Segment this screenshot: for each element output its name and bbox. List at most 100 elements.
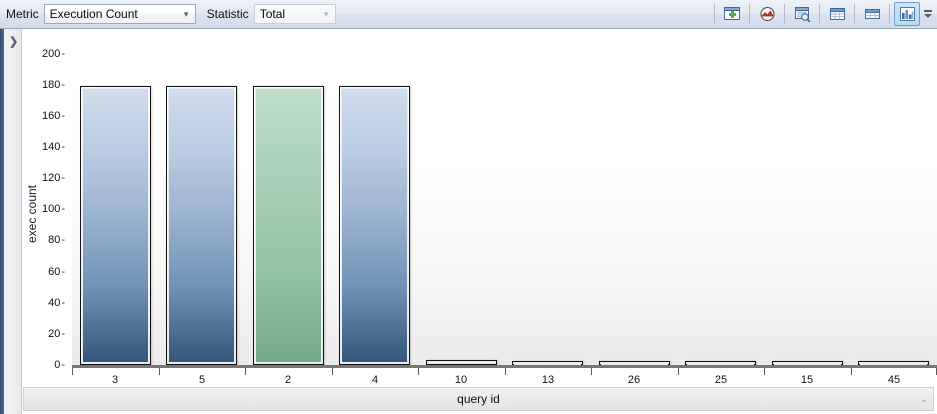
y-tick-value: 120 xyxy=(41,172,61,185)
x-tick-mark xyxy=(159,368,160,375)
y-tick-label: 180- xyxy=(42,79,65,91)
y-tick-value: 140 xyxy=(41,141,61,153)
x-axis-ticks: 3 5 2 4 10 13 26 25 15 45 xyxy=(72,365,937,389)
y-tick-label: 140- xyxy=(42,141,65,153)
y-tick-mark: - xyxy=(61,327,65,340)
y-tick-mark: - xyxy=(61,141,65,153)
toolbar-divider xyxy=(819,4,820,24)
y-tick-value: 180 xyxy=(41,78,61,91)
x-tick-label: 25 xyxy=(714,374,728,386)
metric-label: Metric xyxy=(6,7,39,21)
chart-bar-fill xyxy=(774,363,841,365)
chart-bar[interactable] xyxy=(80,86,151,365)
y-tick-label: 80- xyxy=(48,234,65,246)
chevron-down-icon: ▾ xyxy=(323,9,329,19)
x-axis-title-bar[interactable]: query id ⌄ xyxy=(23,387,934,411)
toolbar-divider xyxy=(889,4,890,24)
y-tick-mark: - xyxy=(61,203,65,216)
metric-select-value: Execution Count xyxy=(49,7,138,21)
y-tick-label: 40- xyxy=(48,297,65,309)
x-tick-label: 2 xyxy=(284,374,292,386)
left-panel-expander[interactable]: ❯ xyxy=(4,29,22,385)
toolbar-button-group xyxy=(711,2,937,26)
y-tick-label: 60- xyxy=(48,266,65,278)
statistic-select-value: Total xyxy=(259,7,286,21)
x-tick-label: 13 xyxy=(541,374,555,386)
y-axis-ticks: 0- 20- 40- 60- 80- 100- 120- 140- 160- 180- 200- xyxy=(35,29,71,385)
statistic-select[interactable]: Total ▾ xyxy=(253,4,336,24)
metric-select[interactable]: Execution Count ▾ xyxy=(43,4,196,24)
y-tick-label: 0- xyxy=(54,359,65,371)
chart-bar[interactable] xyxy=(339,86,410,365)
toolbar-overflow-button[interactable] xyxy=(921,2,935,26)
bar-chart-icon xyxy=(899,7,915,21)
compass-icon xyxy=(760,7,774,21)
x-tick-label: 4 xyxy=(371,374,379,386)
y-tick-mark: - xyxy=(61,109,65,122)
x-tick-mark xyxy=(505,368,506,375)
chart-bar[interactable] xyxy=(685,361,756,365)
chart-bar-fill xyxy=(860,363,927,365)
y-tick-value: 160 xyxy=(41,109,61,122)
x-tick-label: 15 xyxy=(800,374,814,386)
overflow-bar-icon xyxy=(924,10,932,12)
y-tick-mark: - xyxy=(61,265,65,278)
x-tick-mark xyxy=(591,368,592,375)
x-tick-label: 3 xyxy=(111,374,119,386)
y-tick-label: 20- xyxy=(48,328,65,340)
y-tick-label: 160- xyxy=(42,110,65,122)
window-left-edge xyxy=(0,29,4,414)
toolbar-divider xyxy=(784,4,785,24)
y-tick-mark: - xyxy=(61,78,65,91)
chart-bar-fill xyxy=(601,363,668,365)
x-tick-mark xyxy=(245,368,246,375)
y-tick-value: 60 xyxy=(48,265,61,278)
bar-chart: exec count 0- 20- 40- 60- 80- 100- 120- 140- 160… xyxy=(23,29,937,386)
toolbar-divider xyxy=(714,4,715,24)
left-panel-expander-footer xyxy=(4,385,22,414)
x-tick-mark xyxy=(418,368,419,375)
plot-area xyxy=(72,38,937,365)
y-tick-mark: - xyxy=(61,47,65,60)
chart-bar[interactable] xyxy=(858,361,929,365)
x-tick-mark xyxy=(678,368,679,375)
chart-bar[interactable] xyxy=(426,360,497,365)
x-axis-title-text: query id xyxy=(457,392,500,406)
chart-bar[interactable] xyxy=(772,361,843,365)
x-tick-label: 10 xyxy=(454,374,468,386)
chart-toolbar: Metric Execution Count ▾ Statistic Total… xyxy=(0,0,937,29)
x-tick-mark xyxy=(851,368,852,375)
detach-grid-icon-button[interactable] xyxy=(789,2,815,26)
chart-bar-fill xyxy=(82,88,149,363)
y-tick-value: 100 xyxy=(41,203,61,216)
chevron-down-icon xyxy=(924,14,932,18)
y-tick-label: 100- xyxy=(42,203,65,215)
chart-bar-fill xyxy=(255,88,322,363)
chart-bar[interactable] xyxy=(599,361,670,365)
chart-bar[interactable] xyxy=(512,361,583,365)
detach-grid-icon xyxy=(794,7,811,22)
grid-view-icon-button[interactable] xyxy=(824,2,850,26)
y-tick-mark: - xyxy=(61,172,65,185)
x-tick-mark xyxy=(764,368,765,375)
table-view-icon xyxy=(864,9,880,19)
x-tick-label: 26 xyxy=(627,374,641,386)
chevron-down-icon: ⌄ xyxy=(920,394,928,404)
chart-bar-fill xyxy=(341,88,408,363)
y-tick-value: 20 xyxy=(48,327,61,340)
chart-bar-fill xyxy=(428,362,495,364)
x-axis-line xyxy=(72,365,937,368)
bar-chart-icon-button[interactable] xyxy=(894,2,920,26)
chart-bar[interactable] xyxy=(166,86,237,365)
y-tick-value: 0 xyxy=(54,359,61,371)
table-view-icon-button[interactable] xyxy=(859,2,885,26)
y-tick-mark: - xyxy=(61,359,65,371)
compass-icon-button[interactable] xyxy=(754,2,780,26)
chart-bar[interactable] xyxy=(253,86,324,365)
toolbar-divider xyxy=(854,4,855,24)
new-window-icon xyxy=(723,7,740,20)
chart-bar-fill xyxy=(687,363,754,365)
new-window-icon-button[interactable] xyxy=(719,2,745,26)
x-tick-label: 45 xyxy=(887,374,901,386)
y-tick-mark: - xyxy=(61,234,65,247)
